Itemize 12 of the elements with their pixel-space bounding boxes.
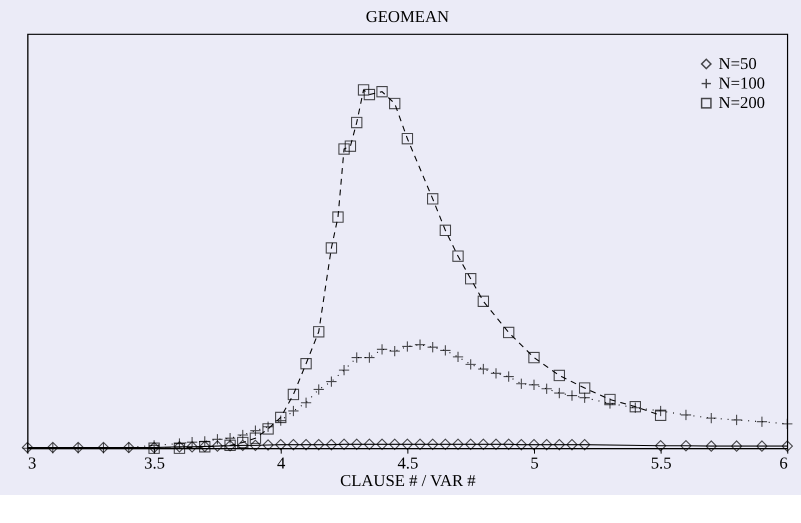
legend-label: N=50: [718, 54, 757, 73]
x-tick-label: 3.5: [144, 453, 166, 472]
x-tick-label: 3: [28, 453, 36, 472]
x-tick-label: 6: [779, 453, 788, 472]
legend-label: N=200: [718, 93, 765, 112]
x-tick-label: 5: [530, 453, 539, 472]
x-tick-label: 5.5: [650, 453, 672, 472]
x-tick-label: 4.5: [397, 453, 418, 472]
chart-title: GEOMEAN: [366, 7, 450, 26]
x-axis-title: CLAUSE # / VAR #: [340, 471, 476, 490]
x-tick-label: 4: [277, 453, 286, 472]
legend-label: N=100: [718, 73, 765, 92]
